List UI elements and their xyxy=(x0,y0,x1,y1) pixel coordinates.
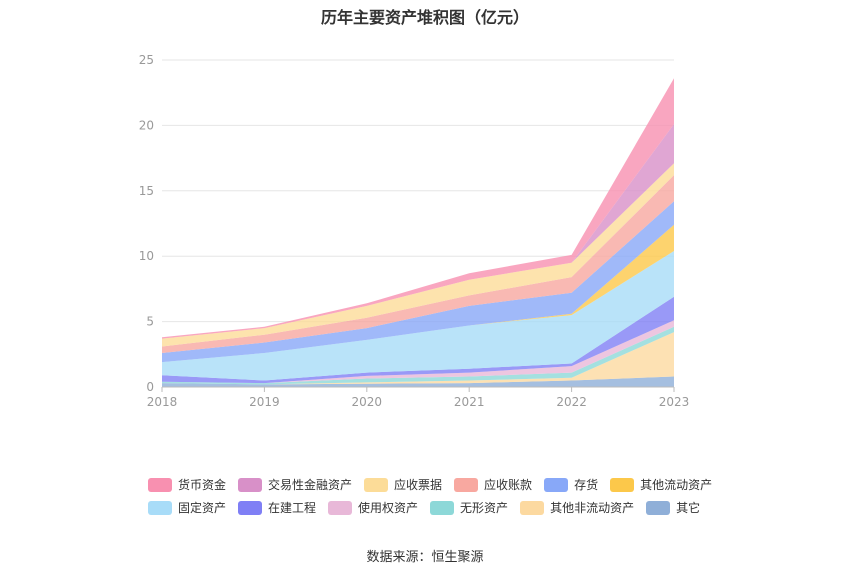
legend: 货币资金 交易性金融资产 应收票据 应收账款 存货 其他流动资产固定资产 在建工程 使用权资产… xyxy=(140,473,720,519)
legend-swatch xyxy=(430,500,455,515)
legend-label: 交易性金融资产 xyxy=(268,478,353,492)
x-tick-label: 2018 xyxy=(147,395,178,409)
legend-item[interactable]: 货币资金 xyxy=(148,476,226,493)
legend-swatch xyxy=(610,477,635,492)
area-固定资产 xyxy=(162,251,674,381)
data-source: 数据来源：恒生聚源 xyxy=(366,550,484,565)
legend-row: 固定资产 在建工程 使用权资产 无形资产 其他非流动资产 其它 xyxy=(148,496,720,519)
legend-swatch xyxy=(238,477,263,492)
area-存货 xyxy=(162,201,674,363)
legend-item[interactable]: 其他流动资产 xyxy=(610,476,712,493)
legend-item[interactable]: 无形资产 xyxy=(430,499,508,516)
legend-label: 其他非流动资产 xyxy=(550,501,635,515)
legend-label: 存货 xyxy=(574,478,599,492)
legend-item[interactable]: 应收票据 xyxy=(364,476,442,493)
axes: 0 5 10 15 20 25 2018 2019 2020 2021 2022 2023 xyxy=(139,53,690,409)
x-tick-label: 2019 xyxy=(249,395,280,409)
legend-label: 使用权资产 xyxy=(358,501,419,515)
legend-label: 在建工程 xyxy=(268,501,317,515)
legend-label: 其它 xyxy=(676,501,701,515)
legend-item[interactable]: 存货 xyxy=(544,476,598,493)
legend-swatch xyxy=(148,477,172,492)
legend-item[interactable]: 使用权资产 xyxy=(328,499,418,516)
legend-swatch xyxy=(646,500,671,515)
legend-swatch xyxy=(148,500,172,515)
x-tick-label: 2022 xyxy=(556,395,587,409)
y-tick-label: 15 xyxy=(139,184,154,198)
legend-item[interactable]: 固定资产 xyxy=(148,499,226,516)
legend-swatch xyxy=(544,477,569,492)
legend-swatch xyxy=(520,500,545,515)
y-tick-label: 20 xyxy=(139,118,154,132)
legend-label: 应收账款 xyxy=(484,478,533,492)
y-tick-label: 0 xyxy=(146,380,154,394)
legend-row: 货币资金 交易性金融资产 应收票据 应收账款 存货 其他流动资产 xyxy=(148,473,720,496)
legend-swatch xyxy=(364,477,389,492)
legend-item[interactable]: 应收账款 xyxy=(454,476,532,493)
legend-label: 货币资金 xyxy=(178,478,227,492)
legend-swatch xyxy=(328,500,353,515)
legend-label: 固定资产 xyxy=(178,501,227,515)
x-tick-label: 2020 xyxy=(352,395,383,409)
y-tick-label: 10 xyxy=(139,249,154,263)
x-tick-label: 2023 xyxy=(659,395,690,409)
legend-label: 应收票据 xyxy=(394,478,443,492)
y-tick-label: 25 xyxy=(139,53,154,67)
legend-item[interactable]: 交易性金融资产 xyxy=(238,476,352,493)
y-tick-label: 5 xyxy=(146,315,154,329)
legend-swatch xyxy=(238,500,263,515)
legend-label: 其他流动资产 xyxy=(640,478,713,492)
area-series xyxy=(162,78,674,387)
x-tick-label: 2021 xyxy=(454,395,485,409)
legend-item[interactable]: 其它 xyxy=(646,499,700,516)
legend-item[interactable]: 在建工程 xyxy=(238,499,316,516)
legend-label: 无形资产 xyxy=(460,501,509,515)
area-其它 xyxy=(162,376,674,387)
legend-swatch xyxy=(454,477,479,492)
legend-item[interactable]: 其他非流动资产 xyxy=(520,499,634,516)
chart-title: 历年主要资产堆积图（亿元） xyxy=(320,8,529,27)
